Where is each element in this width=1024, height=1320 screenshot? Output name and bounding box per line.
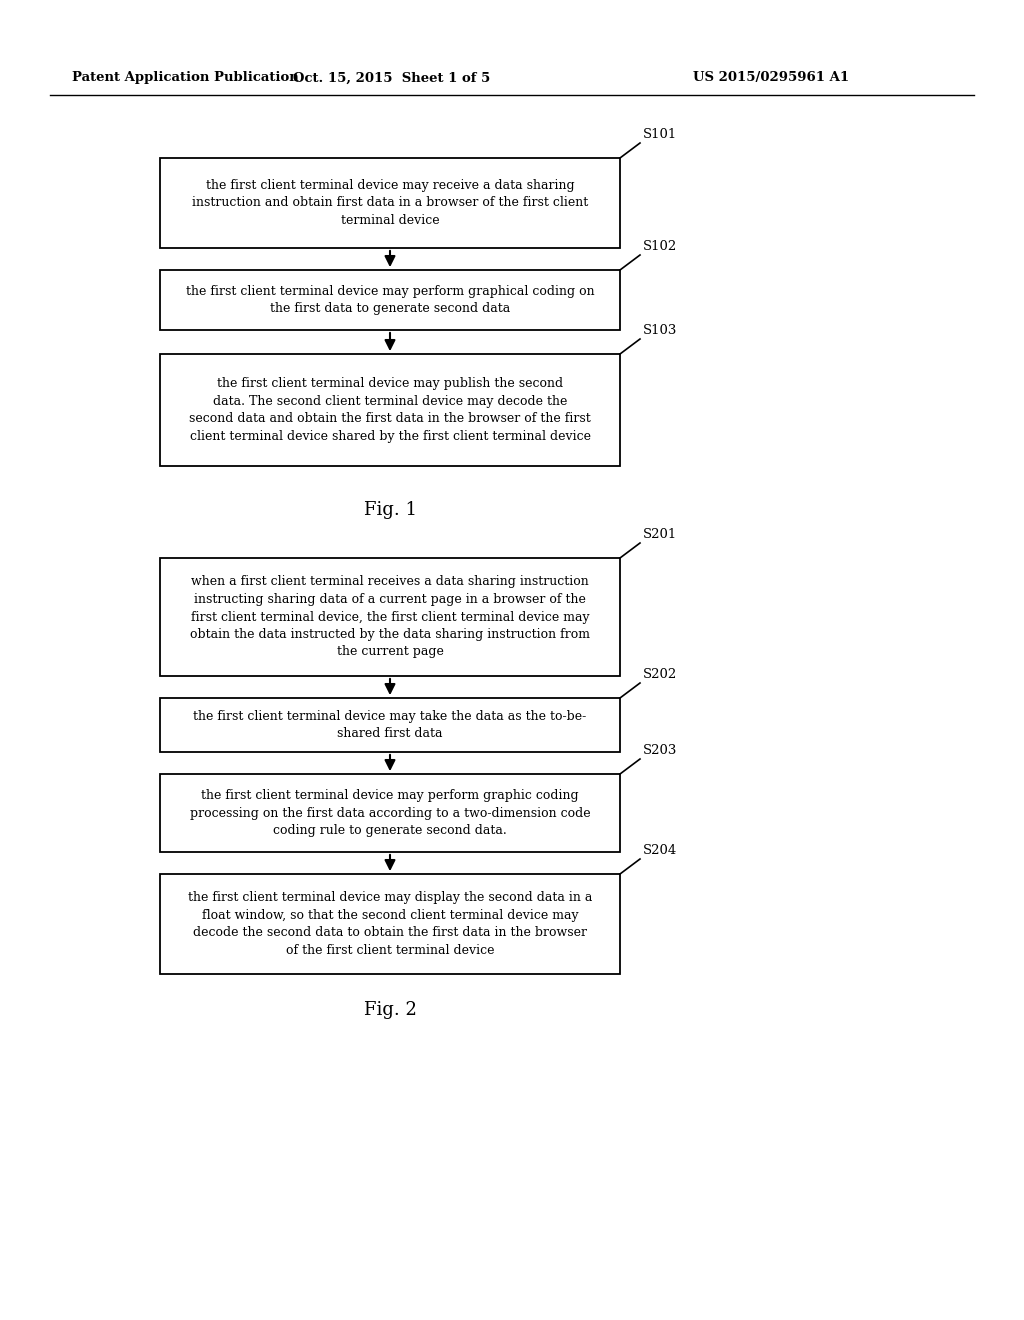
Text: the first client terminal device may publish the second
data. The second client : the first client terminal device may pub… bbox=[189, 378, 591, 442]
Bar bbox=[160, 158, 620, 248]
Text: US 2015/0295961 A1: US 2015/0295961 A1 bbox=[693, 71, 849, 84]
Text: S201: S201 bbox=[643, 528, 677, 541]
Text: Oct. 15, 2015  Sheet 1 of 5: Oct. 15, 2015 Sheet 1 of 5 bbox=[293, 71, 490, 84]
Text: when a first client terminal receives a data sharing instruction
instructing sha: when a first client terminal receives a … bbox=[190, 576, 590, 659]
Text: Fig. 1: Fig. 1 bbox=[364, 502, 417, 519]
Text: the first client terminal device may perform graphic coding
processing on the fi: the first client terminal device may per… bbox=[189, 789, 590, 837]
Bar bbox=[160, 558, 620, 676]
Bar bbox=[160, 874, 620, 974]
Text: the first client terminal device may perform graphical coding on
the first data : the first client terminal device may per… bbox=[185, 285, 594, 315]
Text: Fig. 2: Fig. 2 bbox=[364, 1001, 417, 1019]
Bar bbox=[160, 354, 620, 466]
Text: S103: S103 bbox=[643, 323, 677, 337]
Text: S204: S204 bbox=[643, 843, 677, 857]
Text: S101: S101 bbox=[643, 128, 677, 141]
Bar bbox=[160, 774, 620, 851]
Text: S202: S202 bbox=[643, 668, 677, 681]
Bar bbox=[160, 698, 620, 752]
Text: the first client terminal device may take the data as the to-be-
shared first da: the first client terminal device may tak… bbox=[194, 710, 587, 741]
Text: Patent Application Publication: Patent Application Publication bbox=[72, 71, 299, 84]
Text: the first client terminal device may receive a data sharing
instruction and obta: the first client terminal device may rec… bbox=[191, 180, 588, 227]
Text: S102: S102 bbox=[643, 240, 677, 253]
Text: the first client terminal device may display the second data in a
float window, : the first client terminal device may dis… bbox=[187, 891, 592, 957]
Bar bbox=[160, 271, 620, 330]
Text: S203: S203 bbox=[643, 744, 677, 756]
